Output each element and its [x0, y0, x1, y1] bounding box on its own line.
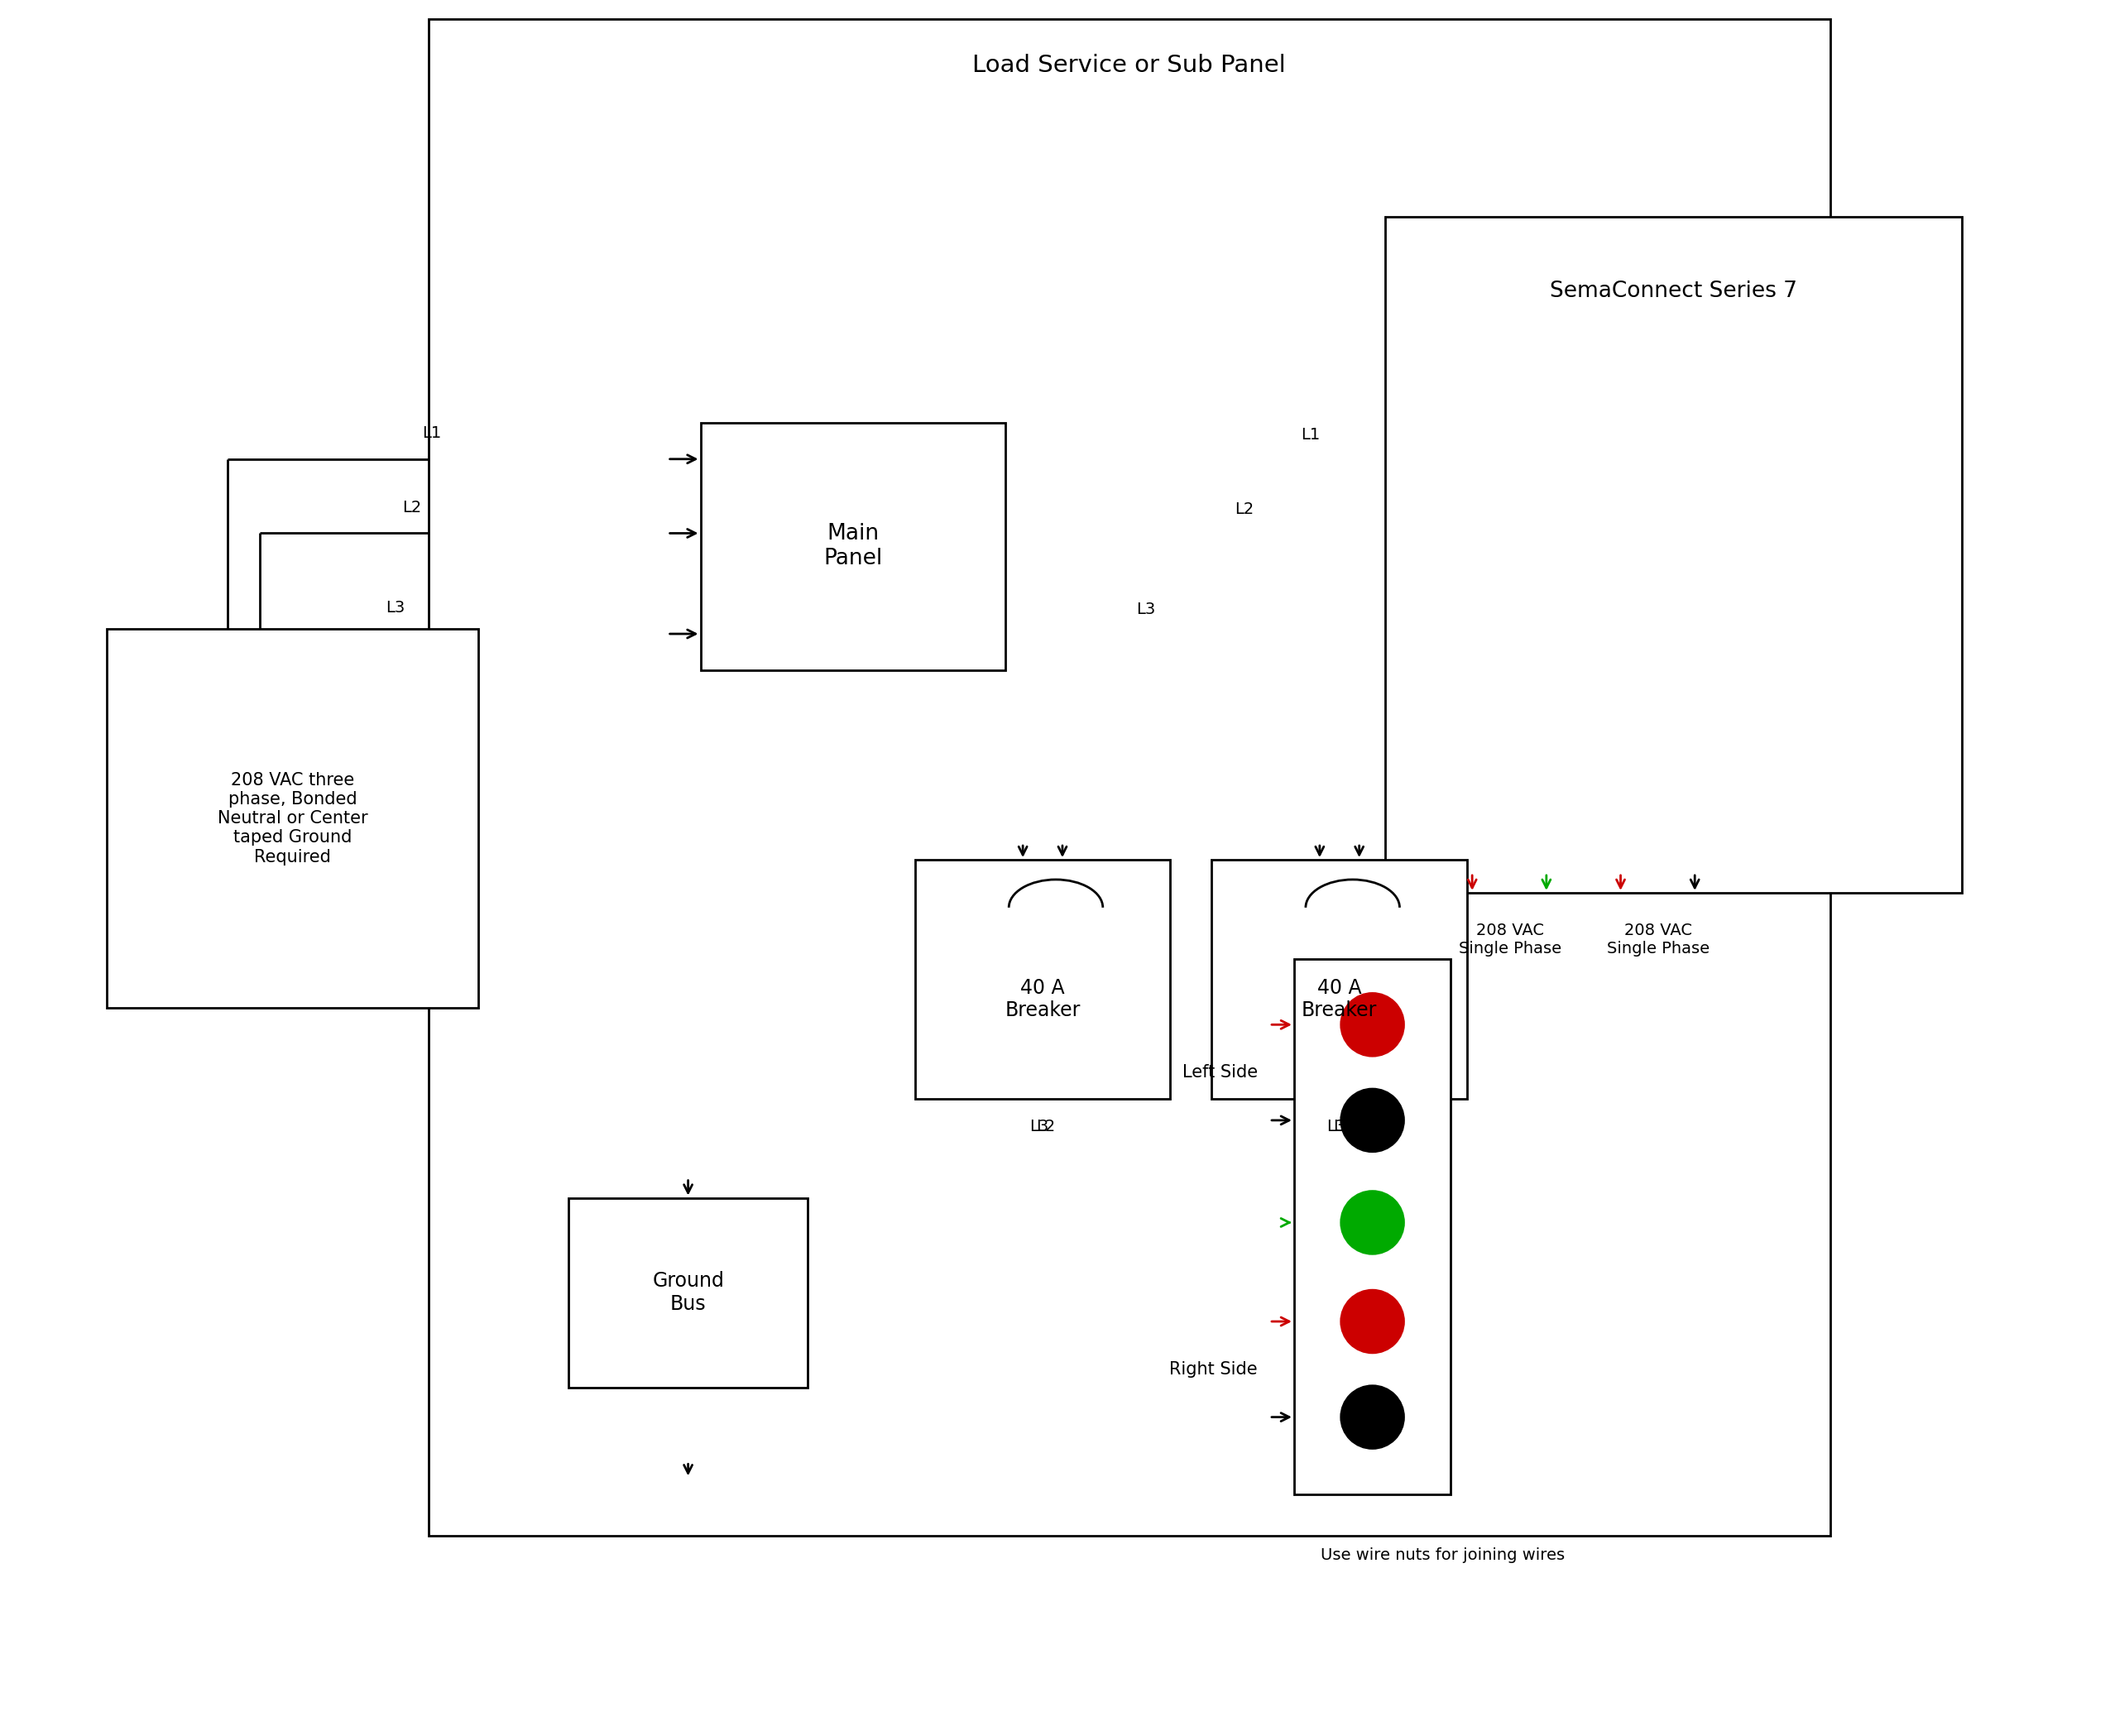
- Text: Load Service or Sub Panel: Load Service or Sub Panel: [973, 54, 1285, 76]
- FancyBboxPatch shape: [701, 424, 1006, 670]
- Text: SemaConnect Series 7: SemaConnect Series 7: [1549, 279, 1798, 302]
- Text: 40 A
Breaker: 40 A Breaker: [1302, 977, 1378, 1021]
- Circle shape: [1342, 1088, 1403, 1151]
- Text: L2: L2: [1036, 1118, 1055, 1134]
- Circle shape: [1342, 993, 1403, 1055]
- Circle shape: [1342, 1191, 1403, 1253]
- Text: Left Side: Left Side: [1182, 1064, 1258, 1082]
- FancyBboxPatch shape: [1293, 958, 1452, 1495]
- Text: 40 A
Breaker: 40 A Breaker: [1004, 977, 1080, 1021]
- Text: L3: L3: [1135, 602, 1156, 618]
- Text: L3: L3: [386, 601, 405, 616]
- Text: 208 VAC
Single Phase: 208 VAC Single Phase: [1458, 922, 1561, 957]
- Text: L3: L3: [1327, 1118, 1346, 1134]
- Circle shape: [1342, 1290, 1403, 1352]
- Text: Ground
Bus: Ground Bus: [652, 1271, 724, 1314]
- Text: L3: L3: [1030, 1118, 1049, 1134]
- FancyBboxPatch shape: [916, 859, 1171, 1099]
- Text: L2: L2: [1234, 502, 1253, 517]
- Text: L2: L2: [403, 500, 422, 516]
- Text: L1: L1: [1302, 427, 1321, 443]
- Text: Use wire nuts for joining wires: Use wire nuts for joining wires: [1321, 1547, 1566, 1562]
- FancyBboxPatch shape: [428, 19, 1829, 1536]
- Text: 208 VAC three
phase, Bonded
Neutral or Center
taped Ground
Required: 208 VAC three phase, Bonded Neutral or C…: [217, 773, 367, 865]
- Text: L1: L1: [422, 425, 441, 441]
- Text: Main
Panel: Main Panel: [823, 523, 882, 569]
- FancyBboxPatch shape: [1384, 217, 1962, 892]
- Circle shape: [1342, 1385, 1403, 1448]
- FancyBboxPatch shape: [108, 628, 477, 1009]
- Text: Right Side: Right Side: [1169, 1361, 1258, 1378]
- Text: 208 VAC
Single Phase: 208 VAC Single Phase: [1608, 922, 1709, 957]
- FancyBboxPatch shape: [568, 1198, 808, 1387]
- Text: L1: L1: [1334, 1118, 1353, 1134]
- FancyBboxPatch shape: [1211, 859, 1466, 1099]
